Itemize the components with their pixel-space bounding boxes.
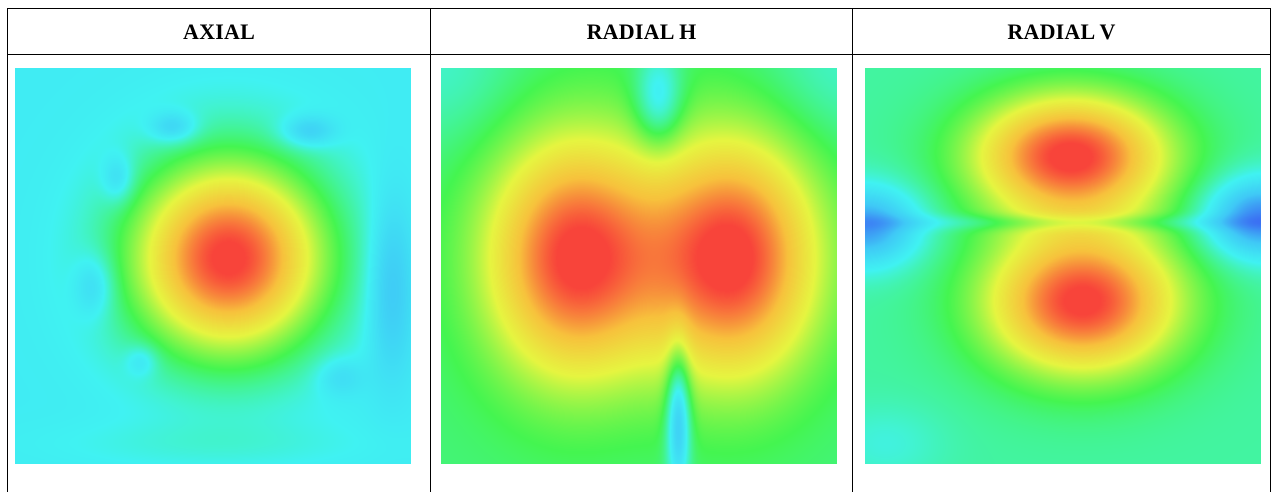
radial-h-heatmap: [441, 68, 837, 464]
radial-v-heatmap: [865, 68, 1261, 464]
column-header-radial-h: RADIAL H: [430, 8, 853, 55]
column-header-axial: AXIAL: [7, 8, 431, 55]
column-header-radial-v: RADIAL V: [852, 8, 1271, 55]
comparison-table: AXIAL RADIAL H RADIAL V: [7, 8, 1271, 492]
radial-h-cell: [430, 54, 853, 492]
axial-cell: [7, 54, 431, 492]
image-row: [7, 54, 1271, 492]
radial-v-cell: [852, 54, 1271, 492]
axial-heatmap: [15, 68, 411, 464]
header-row: AXIAL RADIAL H RADIAL V: [7, 8, 1271, 55]
